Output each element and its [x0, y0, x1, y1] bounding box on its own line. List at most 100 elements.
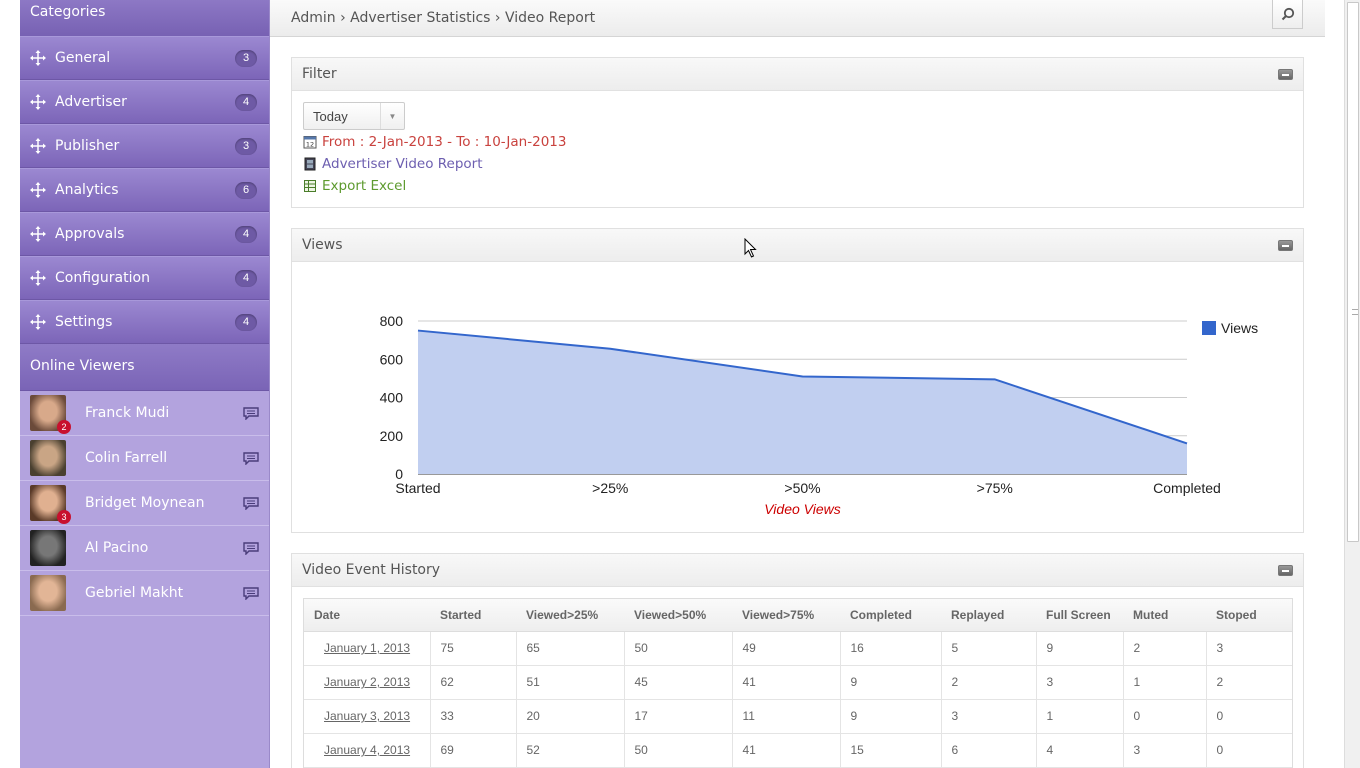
date-link[interactable]: January 3, 2013: [324, 709, 411, 723]
column-header[interactable]: Date: [304, 599, 430, 632]
export-excel-link[interactable]: Export Excel: [303, 178, 406, 194]
viewer-name: Bridget Moynean: [85, 495, 205, 511]
chat-icon[interactable]: [243, 451, 259, 465]
svg-text:12: 12: [306, 141, 314, 149]
value-cell: 3: [940, 699, 1036, 734]
sidebar-item-advertiser[interactable]: Advertiser 4: [20, 80, 269, 124]
chat-icon[interactable]: [243, 496, 259, 510]
value-cell: 2: [1122, 631, 1206, 666]
column-header[interactable]: Viewed>50%: [624, 599, 732, 632]
history-table-wrap: Date Started Viewed>25% Viewed>50% Viewed>75…: [303, 598, 1293, 768]
online-viewer-item[interactable]: Gebriel Makht: [20, 571, 269, 616]
avatar[interactable]: 3: [30, 485, 71, 524]
online-viewers-title: Online Viewers: [20, 344, 269, 391]
y-tick-label: 600: [380, 351, 404, 367]
value-cell: 0: [1205, 699, 1292, 734]
count-badge: 4: [235, 313, 257, 331]
count-badge: 6: [235, 181, 257, 199]
date-cell[interactable]: January 2, 2013: [304, 665, 430, 700]
date-cell[interactable]: January 1, 2013: [304, 631, 430, 666]
online-viewer-item[interactable]: Al Pacino: [20, 526, 269, 571]
spreadsheet-icon: [304, 180, 316, 192]
advertiser-video-report-link[interactable]: Advertiser Video Report: [303, 156, 483, 172]
value-cell: 2: [1205, 665, 1292, 700]
breadcrumb: Admin › Advertiser Statistics › Video Re…: [291, 10, 596, 26]
film-icon: [304, 157, 316, 171]
date-range-select[interactable]: Today ▼: [303, 102, 405, 130]
views-panel: Views 0 200 400 600 800 Started >25% >50% >75% Co…: [291, 228, 1304, 533]
value-cell: 62: [429, 665, 516, 700]
viewer-name: Franck Mudi: [85, 405, 170, 421]
column-header[interactable]: Started: [430, 599, 516, 632]
chat-icon[interactable]: [243, 541, 259, 555]
move-arrows-icon: [30, 314, 46, 330]
column-header[interactable]: Muted: [1123, 599, 1206, 632]
sidebar-item-settings[interactable]: Settings 4: [20, 300, 269, 344]
column-header[interactable]: Stoped: [1206, 599, 1292, 632]
y-tick-label: 200: [380, 428, 404, 444]
sidebar-item-general[interactable]: General 3: [20, 36, 269, 80]
online-viewer-item[interactable]: Colin Farrell: [20, 436, 269, 481]
views-panel-header: Views: [292, 229, 1303, 262]
column-header[interactable]: Viewed>75%: [732, 599, 840, 632]
views-collapse-button[interactable]: [1278, 240, 1293, 251]
avatar[interactable]: [30, 440, 66, 476]
value-cell: 0: [1122, 699, 1206, 734]
table-row: January 3, 2013 33 20 17 11 9 3 1 0 0: [304, 699, 1292, 734]
report-link-label: Advertiser Video Report: [322, 156, 483, 172]
avatar[interactable]: 2: [30, 395, 71, 434]
chat-icon[interactable]: [243, 586, 259, 600]
column-header[interactable]: Viewed>25%: [516, 599, 624, 632]
search-button[interactable]: [1272, 0, 1303, 29]
export-link-label: Export Excel: [322, 178, 407, 194]
sidebar-item-publisher[interactable]: Publisher 3: [20, 124, 269, 168]
date-cell[interactable]: January 4, 2013: [304, 733, 430, 768]
column-header[interactable]: Completed: [840, 599, 941, 632]
y-tick-label: 0: [395, 466, 403, 482]
date-link[interactable]: January 4, 2013: [324, 743, 411, 757]
value-cell: 4: [1035, 733, 1123, 768]
column-header[interactable]: Replayed: [941, 599, 1036, 632]
history-collapse-button[interactable]: [1278, 565, 1293, 576]
date-link[interactable]: January 2, 2013: [324, 675, 411, 689]
online-viewer-item[interactable]: 3 Bridget Moynean: [20, 481, 269, 526]
sidebar-item-analytics[interactable]: Analytics 6: [20, 168, 269, 212]
avatar[interactable]: [30, 530, 66, 566]
viewer-name: Al Pacino: [85, 540, 149, 556]
avatar[interactable]: [30, 575, 66, 611]
date-link[interactable]: January 1, 2013: [324, 641, 411, 655]
count-badge: 3: [235, 137, 257, 155]
value-cell: 51: [515, 665, 624, 700]
sidebar-item-configuration[interactable]: Configuration 4: [20, 256, 269, 300]
series-line: [417, 329, 1188, 445]
date-cell[interactable]: January 3, 2013: [304, 699, 430, 734]
count-badge: 4: [235, 269, 257, 287]
legend-label: Views: [1221, 320, 1258, 336]
x-tick-label: >75%: [977, 480, 1013, 496]
value-cell: 41: [731, 733, 840, 768]
date-range-text: 12 From : 2-Jan-2013 - To : 10-Jan-2013: [303, 134, 566, 150]
count-badge: 4: [235, 93, 257, 111]
count-badge: 4: [235, 225, 257, 243]
table-header-row: Date Started Viewed>25% Viewed>50% Viewed>75…: [304, 599, 1292, 632]
history-table: Date Started Viewed>25% Viewed>50% Viewed>75…: [304, 599, 1292, 768]
mouse-cursor-icon: [744, 238, 757, 258]
legend-swatch: [1202, 321, 1216, 335]
scrollbar-grip-icon: [1352, 309, 1358, 315]
x-tick-label: >50%: [784, 480, 820, 496]
value-cell: 3: [1122, 733, 1206, 768]
sidebar-item-approvals[interactable]: Approvals 4: [20, 212, 269, 256]
views-title: Views: [302, 237, 343, 253]
value-cell: 9: [839, 699, 941, 734]
column-header[interactable]: Full Screen: [1036, 599, 1123, 632]
move-arrows-icon: [30, 226, 46, 242]
value-cell: 1: [1122, 665, 1206, 700]
value-cell: 11: [731, 699, 840, 734]
value-cell: 75: [429, 631, 516, 666]
online-viewer-item[interactable]: 2 Franck Mudi: [20, 391, 269, 436]
page-scrollbar[interactable]: [1344, 0, 1360, 768]
scrollbar-thumb[interactable]: [1347, 2, 1359, 542]
date-range-label: From : 2-Jan-2013 - To : 10-Jan-2013: [322, 134, 567, 150]
filter-collapse-button[interactable]: [1278, 69, 1293, 80]
chat-icon[interactable]: [243, 406, 259, 420]
